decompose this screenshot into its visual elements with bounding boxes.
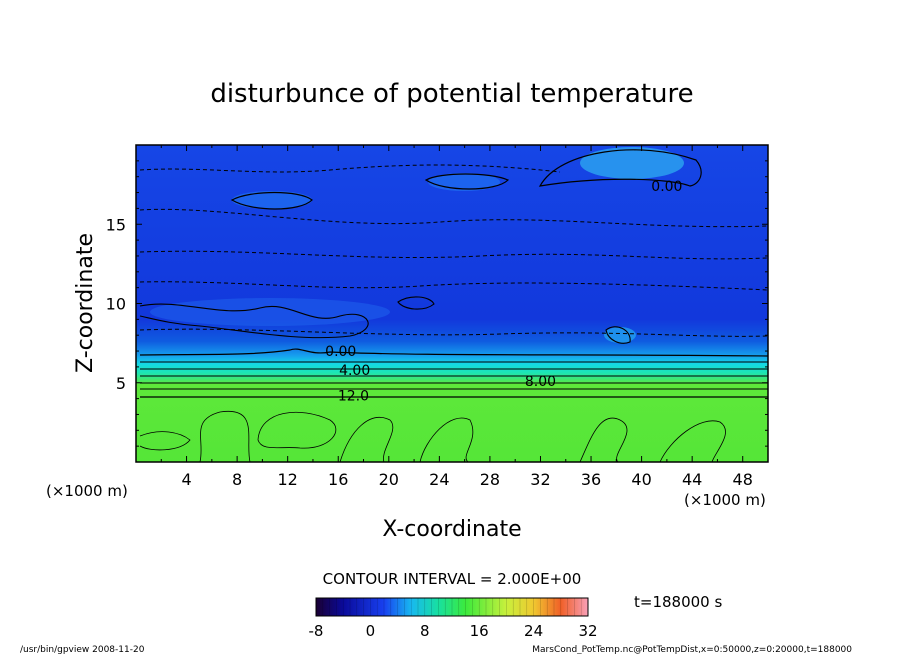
x-tick-label: 40 [631,470,651,489]
colorbar-tick-label: 16 [470,622,489,640]
y-tick-label: 10 [106,295,126,314]
y-tick-label: 5 [116,374,126,393]
plot-area: 0.00 0.00 4.00 8.00 12.0 [136,145,768,462]
x-axis-unit-left: (×1000 m) [46,482,128,500]
colorbar-tick-label: 0 [366,622,376,640]
contour-line [139,250,768,260]
contour-line [139,431,191,451]
x-tick-label: 48 [733,470,753,489]
contour-line [419,417,474,462]
time-label: t=188000 s [634,593,722,611]
y-tick-label: 15 [106,215,126,234]
contour-line [538,149,702,187]
warm-patch [428,173,500,191]
contour-line [257,411,337,449]
x-tick-label: 32 [530,470,550,489]
contour-line [579,417,628,462]
warm-patch [604,327,636,343]
contour-line [397,296,435,310]
contour-label: 8.00 [525,374,556,390]
x-tick-label: 8 [232,470,242,489]
x-tick-label: 4 [181,470,191,489]
contour-line [199,410,251,462]
x-tick-label: 16 [328,470,348,489]
y-axis-label: Z-coordinate [73,233,98,373]
x-tick-label: 44 [682,470,702,489]
contour-line [139,164,561,173]
contour-label: 0.00 [325,344,356,360]
x-axis-ticks: 4 8 12 16 20 24 28 32 36 40 44 48 [160,145,753,489]
colorbar [315,597,589,617]
colorbar-tick-label: 8 [420,622,430,640]
contour-line [424,173,510,190]
warm-patch [232,191,312,209]
footer-right: MarsCond_PotTemp.nc@PotTempDist,x=0:5000… [532,645,852,654]
y-axis-ticks: 5 10 15 [106,160,768,447]
x-tick-label: 36 [581,470,601,489]
x-tick-label: 28 [480,470,500,489]
colorbar-tick-label: -8 [309,622,324,640]
contour-interval-text: CONTOUR INTERVAL = 2.000E+00 [323,570,582,588]
colorbar-tick-label: 32 [578,622,597,640]
x-tick-label: 20 [379,470,399,489]
chart-title: disturbunce of potential temperature [210,79,693,109]
contour-labels: 0.00 0.00 4.00 8.00 12.0 [325,179,682,404]
footer-left: /usr/bin/gpview 2008-11-20 [20,645,145,654]
contour-line [605,326,631,344]
contour-line [139,348,768,357]
contour-line [230,191,313,210]
contour-line [139,208,768,228]
warm-patch [580,147,684,179]
colorbar-tick-label: 24 [524,622,543,640]
contour-label: 12.0 [338,388,369,404]
x-tick-label: 12 [278,470,298,489]
x-axis-unit-right: (×1000 m) [684,491,766,509]
contour-line [339,417,394,462]
x-axis-label: X-coordinate [382,517,521,542]
contour-label: 4.00 [339,363,370,379]
contour-line [139,303,369,339]
warm-patch [150,298,390,326]
x-tick-label: 24 [429,470,449,489]
contour-line [659,420,726,462]
contour-label: 0.00 [651,179,682,195]
colorbar-stripes [322,598,582,616]
contour-line [139,328,768,337]
contour-line [139,281,768,291]
colorbar-ticks: -8 0 8 16 24 32 [309,622,598,640]
